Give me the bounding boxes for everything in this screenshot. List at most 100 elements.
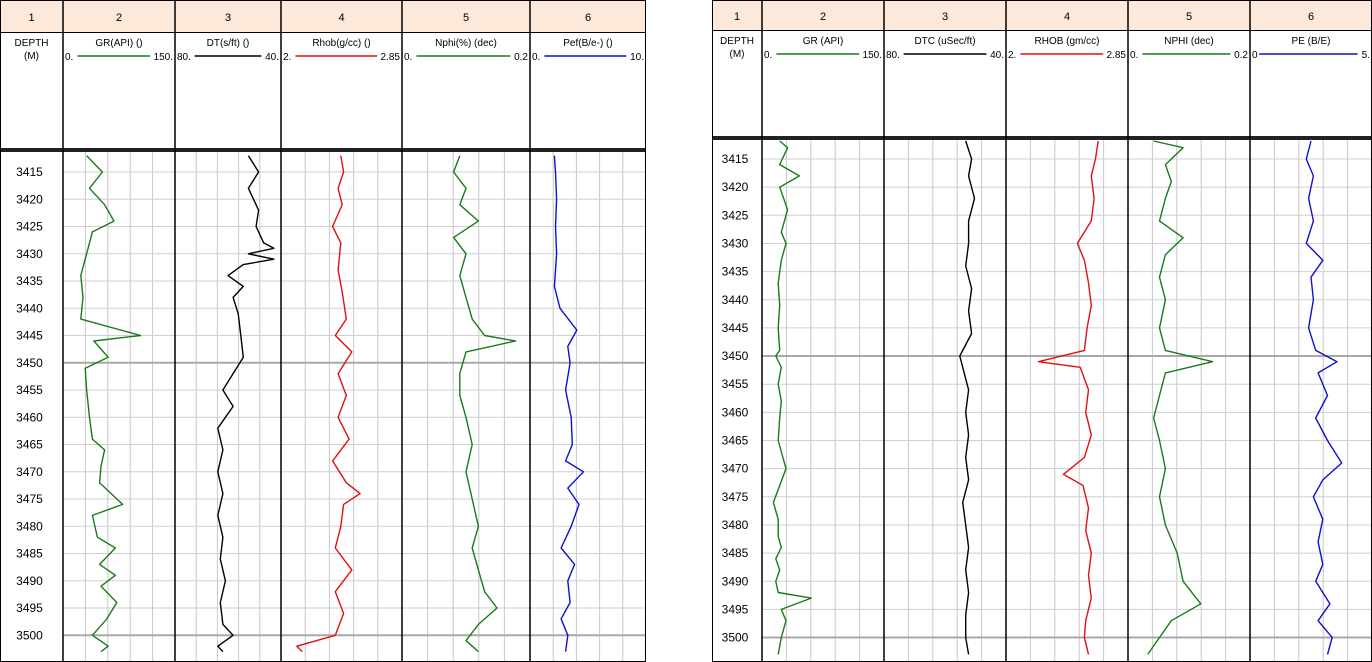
scale-min: 2.: [283, 52, 291, 63]
curve-title: GR (API): [803, 36, 844, 47]
depth-tick-label: 3480: [16, 519, 43, 533]
scale-max: 0.2: [514, 52, 528, 63]
depth-header: DEPTH: [15, 38, 49, 49]
depth-header: DEPTH: [720, 36, 754, 47]
track-number: 5: [1186, 11, 1192, 23]
track-number: 6: [1308, 11, 1314, 23]
depth-unit: (M): [24, 51, 39, 62]
track-number: 1: [28, 12, 34, 24]
depth-tick-label: 3485: [722, 546, 749, 560]
depth-tick-label: 3450: [722, 349, 749, 363]
depth-tick-label: 3470: [722, 462, 749, 476]
depth-tick-label: 3475: [16, 492, 43, 506]
log-curve-gr-api-: [80, 155, 142, 653]
track-number: 6: [585, 12, 591, 24]
depth-tick-label: 3420: [722, 180, 749, 194]
scale-max: 0.2: [1234, 50, 1248, 61]
log-curve-nphi-dec-: [1147, 140, 1214, 655]
log-panel-right: 1 2 3 4 5 6 DEPTH (M) GR (API) 0. 150. DTC (uSec/ft…: [712, 0, 1372, 662]
depth-tick-label: 3465: [722, 434, 749, 448]
curve-title: DT(s/ft) (): [207, 38, 250, 49]
curve-title: RHOB (gm/cc): [1035, 36, 1100, 47]
scale-max: 150.: [863, 50, 882, 61]
curve-title: Rhob(g/cc) (): [312, 38, 370, 49]
curve-title: Nphi(%) (dec): [435, 38, 497, 49]
log-body: 3415 3420 3425 3430 3435 3440 3445 3450 3455 3460…: [722, 140, 1372, 662]
header-area: [712, 30, 1372, 137]
log-curve-dtc-usec-ft-: [959, 140, 976, 655]
depth-tick-label: 3475: [722, 490, 749, 504]
scale-min: 0.: [1130, 50, 1138, 61]
depth-tick-label: 3465: [16, 438, 43, 452]
track-number: 2: [116, 12, 122, 24]
log-panel-left: 1 2 3 4 5 6 DEPTH (M) GR(API) () 0. 150. DT(s/ft) (…: [0, 0, 646, 662]
depth-tick-label: 3450: [16, 356, 43, 370]
log-curve-pef-b-e-: [553, 155, 585, 652]
scale-min: 0.: [65, 52, 73, 63]
scale-max: 40.: [990, 50, 1004, 61]
log-curve-dt-s-ft-: [217, 155, 275, 653]
log-body: 3415 3420 3425 3430 3435 3440 3445 3450 3455 3460…: [16, 152, 646, 662]
header-area: [0, 32, 646, 149]
depth-tick-label: 3425: [16, 220, 43, 234]
depth-tick-label: 3440: [16, 301, 43, 315]
depth-tick-label: 3495: [722, 602, 749, 616]
header-separator: [712, 136, 1372, 140]
header-separator: [0, 148, 646, 152]
depth-tick-label: 3435: [16, 274, 43, 288]
depth-tick-label: 3445: [722, 321, 749, 335]
track-number: 3: [225, 12, 231, 24]
depth-tick-label: 3485: [16, 547, 43, 561]
track-number: 4: [338, 12, 344, 24]
log-curve-gr-api-: [772, 140, 812, 655]
track-number-row: [712, 0, 1372, 31]
log-curve-rhob-g-cc-: [296, 155, 361, 653]
depth-tick-label: 3460: [722, 405, 749, 419]
scale-max: 10.: [630, 52, 644, 63]
log-curve-nphi-: [452, 155, 517, 653]
scale-min: 80.: [886, 50, 900, 61]
depth-tick-label: 3430: [16, 247, 43, 261]
depth-tick-label: 3500: [722, 631, 749, 645]
depth-tick-label: 3415: [722, 152, 749, 166]
depth-tick-label: 3425: [722, 208, 749, 222]
scale-min: 0.: [532, 52, 540, 63]
curve-title: Pef(B/e-) (): [563, 38, 612, 49]
depth-tick-label: 3440: [722, 293, 749, 307]
depth-tick-label: 3430: [722, 236, 749, 250]
track-number: 5: [463, 12, 469, 24]
depth-tick-label: 3435: [722, 265, 749, 279]
log-curve-rhob-gm-cc-: [1037, 140, 1099, 655]
track-number-row: [0, 0, 646, 33]
curve-title: GR(API) (): [95, 38, 142, 49]
depth-tick-label: 3490: [722, 574, 749, 588]
depth-tick-label: 3455: [16, 383, 43, 397]
depth-tick-label: 3420: [16, 192, 43, 206]
curve-title: NPHI (dec): [1164, 36, 1213, 47]
scale-max: 2.85: [381, 52, 401, 63]
depth-tick-label: 3495: [16, 601, 43, 615]
scale-min: 80.: [177, 52, 191, 63]
depth-tick-label: 3480: [722, 518, 749, 532]
track-number: 3: [942, 11, 948, 23]
scale-min: 0.: [764, 50, 772, 61]
track-number: 2: [820, 11, 826, 23]
scale-max: 2.85: [1107, 50, 1127, 61]
scale-min: 0: [1252, 50, 1258, 61]
track-number: 1: [734, 11, 740, 23]
depth-unit: (M): [730, 49, 745, 60]
scale-min: 0.: [404, 52, 412, 63]
depth-tick-label: 3455: [722, 377, 749, 391]
scale-max: 40.: [265, 52, 279, 63]
curve-title: PE (B/E): [1292, 36, 1331, 47]
depth-tick-label: 3500: [16, 628, 43, 642]
log-curve-pe-b-e-: [1305, 140, 1343, 655]
scale-max: 5.: [1362, 50, 1370, 61]
depth-tick-label: 3415: [16, 165, 43, 179]
depth-tick-label: 3460: [16, 410, 43, 424]
scale-max: 150.: [154, 52, 173, 63]
depth-tick-label: 3445: [16, 329, 43, 343]
curve-title: DTC (uSec/ft): [914, 36, 975, 47]
track-number: 4: [1064, 11, 1070, 23]
scale-min: 2.: [1008, 50, 1016, 61]
